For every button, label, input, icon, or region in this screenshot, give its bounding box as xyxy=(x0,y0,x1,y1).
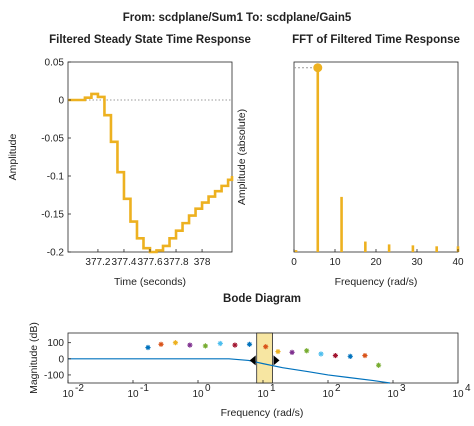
time-xtick-label: 377.6 xyxy=(137,257,162,268)
time-response-series[interactable] xyxy=(68,92,234,254)
bode-xtick-label: 10 xyxy=(257,389,269,400)
bode-scatter-point[interactable] xyxy=(318,351,324,357)
bode-xtick-exponent: 2 xyxy=(335,383,341,394)
bode-title: Bode Diagram xyxy=(223,293,301,305)
bode-xtick-label: 10 xyxy=(322,389,334,400)
fft-xtick-label: 20 xyxy=(370,257,382,268)
bode-scatter-point[interactable] xyxy=(232,342,238,348)
bode-scatter-point[interactable] xyxy=(263,344,269,350)
time-ytick-label: -0.2 xyxy=(47,248,65,259)
time-xtick-label: 377.4 xyxy=(111,257,136,268)
fft-ylabel: Amplitude (absolute) xyxy=(236,109,248,205)
bode-scatter-point[interactable] xyxy=(172,340,179,346)
time-response-title: Filtered Steady State Time Response xyxy=(49,34,251,46)
bode-ytick-label: 100 xyxy=(47,338,64,349)
band-left-arrow-icon[interactable] xyxy=(249,355,256,366)
bode-xtick-label: 10 xyxy=(387,389,399,400)
fft-peak-marker[interactable] xyxy=(313,63,323,73)
bode-ytick-label: 0 xyxy=(58,354,64,365)
bode-scatter-point[interactable] xyxy=(375,362,382,368)
time-response-ylabel: Amplitude xyxy=(7,134,19,181)
time-xtick-label: 378 xyxy=(194,257,211,268)
bode-xtick-label: 10 xyxy=(127,389,139,400)
band-right-arrow-icon[interactable] xyxy=(273,355,280,366)
bode-scatter-point[interactable] xyxy=(304,348,310,354)
bode-xtick-exponent: -1 xyxy=(140,383,149,394)
fft-xtick-label: 10 xyxy=(329,257,341,268)
bode-scatter-point[interactable] xyxy=(362,352,368,359)
bode-xtick-label: 10 xyxy=(62,389,74,400)
fft-title: FFT of Filtered Time Response xyxy=(292,34,460,46)
bode-scatter-point[interactable] xyxy=(332,352,339,359)
time-ytick-label: -0.05 xyxy=(41,134,64,145)
bode-magnitude-line[interactable] xyxy=(68,358,391,384)
fft-xtick-label: 40 xyxy=(452,257,464,268)
bode-xtick-label: 10 xyxy=(452,389,464,400)
bode-ylabel: Magnitude (dB) xyxy=(28,322,40,394)
time-ytick-label: -0.1 xyxy=(47,172,65,183)
fft-panel[interactable]: FFT of Filtered Time Response 0 10 20 30 40 … xyxy=(236,34,464,288)
bode-scatter-point[interactable] xyxy=(187,342,193,348)
time-response-panel[interactable]: Filtered Steady State Time Response 377.… xyxy=(7,34,251,288)
fft-xlabel: Frequency (rad/s) xyxy=(335,276,418,288)
bode-scatter-point[interactable] xyxy=(246,341,253,347)
bode-xtick-exponent: -2 xyxy=(75,383,84,394)
time-ytick-label: -0.15 xyxy=(41,210,64,221)
fft-xtick-label: 30 xyxy=(411,257,423,268)
bode-scatter-point[interactable] xyxy=(275,348,281,355)
bode-scatter-point[interactable] xyxy=(145,344,151,351)
time-ytick-label: 0 xyxy=(58,96,64,107)
bode-xtick-exponent: 3 xyxy=(400,383,406,394)
time-response-xlabel: Time (seconds) xyxy=(114,276,186,288)
fft-axes[interactable] xyxy=(293,61,459,253)
selected-frequency-band[interactable] xyxy=(256,332,273,384)
bode-xtick-exponent: 1 xyxy=(270,383,276,394)
time-xtick-label: 377.8 xyxy=(164,257,189,268)
time-xtick-label: 377.2 xyxy=(85,257,110,268)
bode-scatter-point[interactable] xyxy=(347,353,353,359)
fft-xtick-label: 0 xyxy=(291,257,297,268)
bode-xtick-exponent: 0 xyxy=(205,383,211,394)
bode-ytick-label: -100 xyxy=(44,370,64,381)
bode-scatter-point[interactable] xyxy=(158,341,164,347)
bode-xlabel: Frequency (rad/s) xyxy=(221,407,304,419)
bode-scatter-point[interactable] xyxy=(289,349,295,355)
bode-panel[interactable]: Bode Diagram 10-210-11001011021031041000… xyxy=(28,293,471,419)
bode-scatter-point[interactable] xyxy=(217,340,223,347)
bode-xtick-label: 10 xyxy=(192,389,204,400)
bode-scatter-point[interactable] xyxy=(202,343,209,349)
time-response-axes[interactable] xyxy=(67,61,233,253)
time-ytick-label: 0.05 xyxy=(45,58,65,69)
figure-title: From: scdplane/Sum1 To: scdplane/Gain5 xyxy=(123,12,352,24)
bode-xtick-exponent: 4 xyxy=(465,383,471,394)
